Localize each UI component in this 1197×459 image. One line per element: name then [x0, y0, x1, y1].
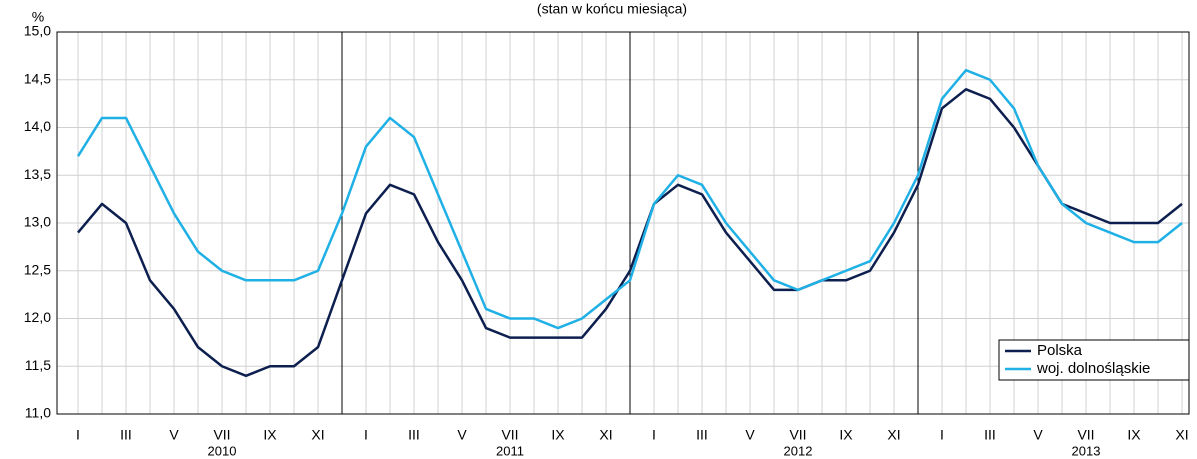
x-tick-label: I: [76, 427, 80, 443]
series-line: [77, 88, 1183, 378]
x-tick-label: III: [408, 427, 420, 443]
x-tick-label: VII: [501, 427, 518, 443]
y-tick-label: 14,5: [24, 70, 51, 86]
x-tick-label: XI: [1175, 427, 1188, 443]
x-tick-label: III: [984, 427, 996, 443]
series-line: [76, 68, 1183, 330]
x-tick-label: V: [1033, 427, 1043, 443]
y-tick-label: 12,5: [24, 261, 51, 277]
x-tick-label: I: [652, 427, 656, 443]
year-label: 2013: [1072, 443, 1101, 458]
x-tick-label: IX: [263, 427, 277, 443]
y-tick-label: 11,0: [25, 405, 51, 421]
x-tick-label: V: [457, 427, 467, 443]
plot-frame: [56, 31, 1190, 415]
y-axis-label: %: [32, 9, 44, 25]
y-tick-label: 11,5: [25, 357, 51, 373]
x-tick-label: IX: [551, 427, 565, 443]
y-tick-label: 15,0: [24, 23, 51, 39]
x-tick-label: IX: [839, 427, 853, 443]
y-tick-label: 13,5: [24, 166, 51, 182]
x-tick-label: XI: [599, 427, 612, 443]
x-tick-label: VII: [1077, 427, 1094, 443]
year-label: 2010: [208, 443, 237, 458]
x-tick-label: XI: [311, 427, 324, 443]
x-tick-label: III: [120, 427, 132, 443]
x-tick-label: XI: [887, 427, 900, 443]
year-label: 2011: [496, 443, 524, 458]
year-label: 2012: [784, 443, 813, 458]
x-tick-label: V: [169, 427, 179, 443]
y-tick-label: 12,0: [24, 309, 51, 325]
x-tick-label: III: [696, 427, 708, 443]
x-tick-label: VII: [789, 427, 806, 443]
legend-label: woj. dolnośląskie: [1036, 360, 1150, 377]
x-tick-label: V: [745, 427, 755, 443]
x-tick-label: IX: [1127, 427, 1141, 443]
chart-title: (stan w końcu miesiąca): [537, 1, 687, 17]
x-tick-label: VII: [213, 427, 230, 443]
legend-label: Polska: [1037, 342, 1083, 359]
x-tick-label: I: [364, 427, 368, 443]
legend-box: [998, 339, 1190, 381]
y-tick-label: 13,0: [24, 214, 51, 230]
y-tick-label: 14,0: [24, 118, 51, 134]
x-tick-label: I: [940, 427, 944, 443]
